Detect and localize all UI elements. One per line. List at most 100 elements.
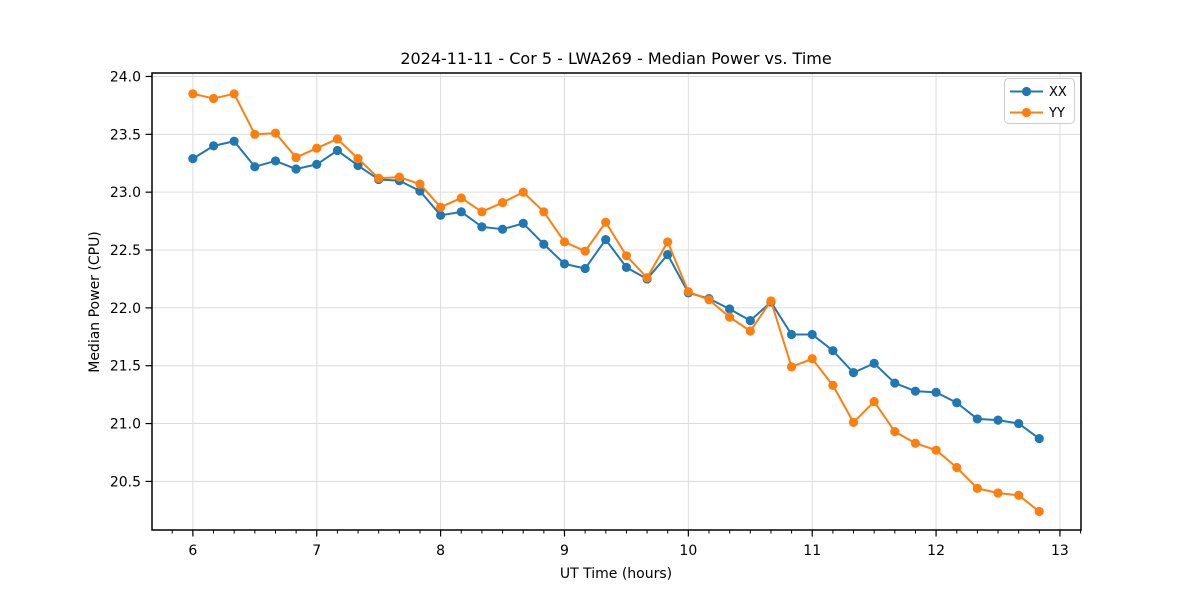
- data-point-xx: [621, 262, 632, 272]
- data-point-yy: [642, 273, 652, 283]
- data-point-xx: [188, 154, 198, 164]
- data-point-yy: [332, 134, 343, 144]
- data-point-yy: [559, 237, 570, 247]
- data-point-yy: [291, 152, 301, 163]
- x-axis-label: UT Time (hours): [560, 566, 672, 582]
- data-point-yy: [972, 483, 982, 493]
- data-point-xx: [601, 235, 611, 245]
- x-tick-label: 13: [1051, 543, 1069, 559]
- data-point-xx: [580, 263, 590, 274]
- data-point-xx: [807, 329, 817, 340]
- data-point-yy: [1014, 490, 1024, 500]
- data-point-yy: [663, 237, 673, 247]
- data-point-xx: [353, 160, 363, 171]
- y-tick-label: 22.5: [110, 243, 141, 259]
- data-point-yy: [539, 207, 549, 217]
- data-point-xx: [229, 136, 239, 146]
- data-point-yy: [229, 89, 239, 99]
- data-point-yy: [704, 295, 714, 305]
- data-point-xx: [559, 259, 570, 269]
- data-point-xx: [869, 358, 879, 368]
- data-point-yy: [890, 427, 900, 437]
- data-point-yy: [188, 89, 198, 99]
- data-point-xx: [1034, 434, 1044, 444]
- legend-marker-yy: [1021, 107, 1032, 118]
- data-point-yy: [312, 143, 322, 153]
- y-tick-label: 22.0: [110, 301, 141, 317]
- legend-entry-yy: YY: [1010, 106, 1065, 121]
- y-tick-label: 24.0: [110, 69, 141, 85]
- chart-title: 2024-11-11 - Cor 5 - LWA269 - Median Pow…: [400, 49, 831, 68]
- data-point-xx: [910, 386, 920, 396]
- data-point-yy: [869, 396, 879, 407]
- data-point-yy: [910, 438, 920, 448]
- legend: XX YY: [1004, 78, 1075, 124]
- data-point-yy: [766, 296, 776, 306]
- data-point-xx: [332, 145, 343, 156]
- series-yy: [188, 89, 1044, 517]
- data-point-yy: [497, 197, 508, 208]
- data-point-xx: [312, 159, 322, 169]
- data-point-yy: [415, 179, 425, 189]
- x-tick-label: 10: [679, 543, 697, 559]
- x-tick-label: 9: [560, 543, 569, 559]
- data-point-yy: [683, 287, 693, 297]
- y-tick-label: 23.5: [110, 127, 141, 143]
- y-axis-label: Median Power (CPU): [87, 231, 103, 373]
- gridlines: [152, 73, 1081, 530]
- data-point-yy: [208, 93, 219, 104]
- axis-ticks: [145, 75, 1082, 537]
- y-tick-label: 21.0: [110, 417, 141, 433]
- data-point-xx: [745, 315, 755, 326]
- data-point-yy: [374, 173, 384, 183]
- x-tick-label: 8: [436, 543, 445, 559]
- data-point-yy: [745, 326, 755, 336]
- data-point-xx: [993, 415, 1003, 425]
- y-tick-label: 20.5: [110, 474, 141, 490]
- data-point-yy: [250, 129, 260, 139]
- y-tick-label: 21.5: [110, 359, 141, 375]
- data-point-xx: [250, 162, 260, 172]
- data-point-xx: [415, 186, 425, 196]
- data-point-yy: [993, 488, 1003, 498]
- data-point-yy: [724, 312, 735, 322]
- data-point-yy: [456, 193, 466, 203]
- data-point-xx: [972, 414, 982, 424]
- data-point-xx: [890, 378, 900, 388]
- data-point-yy: [436, 202, 446, 212]
- legend-label-xx: XX: [1049, 85, 1067, 100]
- data-point-yy: [786, 362, 797, 372]
- data-point-yy: [828, 380, 838, 390]
- data-point-yy: [270, 128, 281, 138]
- data-point-xx: [539, 239, 549, 249]
- data-point-xx: [270, 156, 281, 166]
- data-point-yy: [394, 172, 404, 182]
- data-point-xx: [456, 207, 466, 217]
- y-tick-label: 23.0: [110, 185, 141, 201]
- legend-label-yy: YY: [1048, 106, 1065, 121]
- plot-border: [151, 72, 1082, 531]
- data-point-yy: [952, 462, 962, 473]
- data-point-xx: [786, 329, 797, 340]
- legend-entry-xx: XX: [1010, 85, 1067, 100]
- data-point-yy: [1034, 506, 1044, 517]
- data-point-yy: [848, 417, 859, 428]
- data-point-yy: [477, 207, 487, 217]
- data-point-xx: [828, 346, 838, 356]
- data-point-xx: [848, 368, 859, 378]
- data-point-xx: [518, 218, 528, 229]
- data-point-xx: [208, 141, 219, 151]
- x-tick-labels: 6 7 8 9 10 11 12 13: [188, 543, 1068, 559]
- x-tick-label: 6: [188, 543, 197, 559]
- legend-marker-xx: [1021, 86, 1032, 97]
- data-point-xx: [663, 250, 673, 260]
- data-point-xx: [952, 398, 962, 408]
- data-point-xx: [1014, 418, 1024, 429]
- data-point-xx: [931, 387, 941, 397]
- data-point-xx: [477, 222, 487, 232]
- data-point-yy: [601, 217, 611, 227]
- data-point-xx: [436, 210, 446, 220]
